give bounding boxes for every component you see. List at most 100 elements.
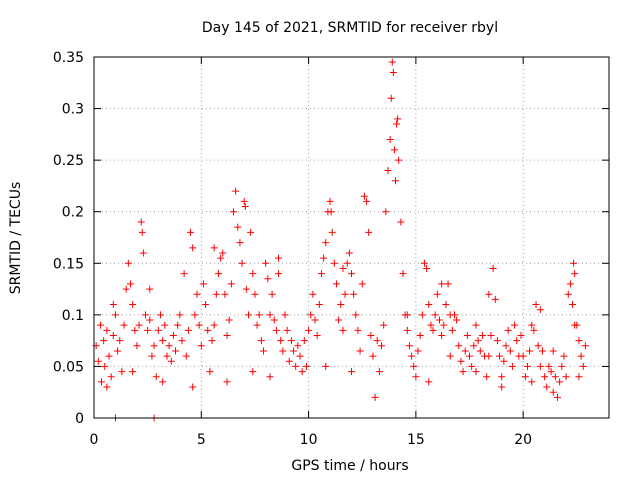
- data-point: [266, 311, 274, 319]
- data-point: [101, 362, 109, 370]
- data-point: [541, 373, 549, 381]
- data-point: [208, 337, 216, 345]
- data-point: [315, 301, 323, 309]
- data-point: [420, 259, 428, 267]
- data-point: [197, 342, 205, 350]
- data-point: [232, 187, 240, 195]
- data-point: [371, 393, 379, 401]
- data-point: [176, 311, 184, 319]
- data-point: [365, 228, 373, 236]
- data-point: [268, 290, 276, 298]
- data-point: [98, 378, 106, 386]
- data-point: [380, 321, 388, 329]
- data-point: [373, 337, 381, 345]
- data-point: [438, 280, 446, 288]
- data-point: [242, 285, 250, 293]
- data-point: [337, 301, 345, 309]
- data-point: [493, 337, 501, 345]
- data-point: [277, 337, 285, 345]
- data-point: [498, 373, 506, 381]
- data-point: [240, 197, 248, 205]
- data-point: [485, 290, 493, 298]
- data-point: [356, 347, 364, 355]
- data-point: [549, 347, 557, 355]
- data-point: [182, 352, 190, 360]
- data-point: [285, 357, 293, 365]
- data-point: [241, 203, 249, 211]
- data-point: [202, 301, 210, 309]
- data-point: [122, 285, 130, 293]
- y-tick-label: 0.2: [62, 205, 84, 221]
- data-point: [139, 249, 147, 257]
- data-point: [348, 368, 355, 376]
- data-point: [549, 388, 557, 396]
- data-point: [118, 368, 126, 376]
- data-point: [502, 342, 510, 350]
- data-point: [506, 347, 514, 355]
- data-point: [189, 244, 197, 252]
- data-point: [418, 311, 426, 319]
- data-point: [227, 280, 235, 288]
- data-point: [474, 337, 482, 345]
- data-point: [363, 197, 371, 205]
- data-point: [429, 326, 437, 334]
- data-point: [212, 290, 220, 298]
- data-point: [255, 311, 263, 319]
- data-point: [487, 331, 495, 339]
- data-point: [247, 228, 255, 236]
- data-point: [496, 352, 504, 360]
- data-point: [204, 326, 212, 334]
- data-point: [103, 326, 111, 334]
- data-point: [468, 362, 476, 370]
- data-point: [354, 326, 362, 334]
- data-point: [558, 362, 566, 370]
- data-point: [163, 352, 171, 360]
- data-point: [131, 326, 139, 334]
- data-point: [403, 311, 411, 319]
- data-point: [180, 270, 188, 278]
- data-point: [571, 270, 579, 278]
- data-point: [390, 146, 398, 154]
- data-point: [172, 347, 180, 355]
- data-point: [530, 326, 538, 334]
- data-point: [388, 58, 396, 66]
- data-point: [120, 321, 128, 329]
- data-point: [517, 331, 525, 339]
- data-point: [257, 337, 265, 345]
- y-tick-label: 0.05: [53, 359, 84, 375]
- data-point: [410, 362, 418, 370]
- data-point: [478, 331, 486, 339]
- data-point: [249, 270, 257, 278]
- data-point: [444, 280, 452, 288]
- data-point: [275, 254, 283, 262]
- data-point: [526, 347, 534, 355]
- data-point: [126, 280, 134, 288]
- data-point: [135, 321, 143, 329]
- data-point: [472, 321, 480, 329]
- data-point: [566, 280, 574, 288]
- data-point: [534, 342, 542, 350]
- data-point: [394, 115, 402, 123]
- data-point: [311, 316, 319, 324]
- x-axis-label: GPS time / hours: [291, 458, 408, 474]
- data-point: [249, 368, 257, 376]
- data-point: [528, 321, 536, 329]
- data-point: [307, 311, 315, 319]
- data-point: [489, 264, 497, 272]
- data-point: [391, 177, 399, 185]
- data-point: [199, 280, 207, 288]
- data-point: [251, 290, 259, 298]
- data-point: [159, 337, 167, 345]
- data-point: [562, 373, 570, 381]
- data-point: [547, 368, 555, 376]
- data-point: [146, 285, 154, 293]
- y-axis-label: SRMTID / TECUs: [8, 182, 24, 295]
- data-point: [431, 311, 439, 319]
- data-point: [435, 316, 443, 324]
- data-point: [159, 378, 167, 386]
- data-point: [384, 166, 392, 174]
- data-point: [219, 249, 227, 257]
- data-point: [570, 259, 578, 267]
- data-point: [339, 326, 347, 334]
